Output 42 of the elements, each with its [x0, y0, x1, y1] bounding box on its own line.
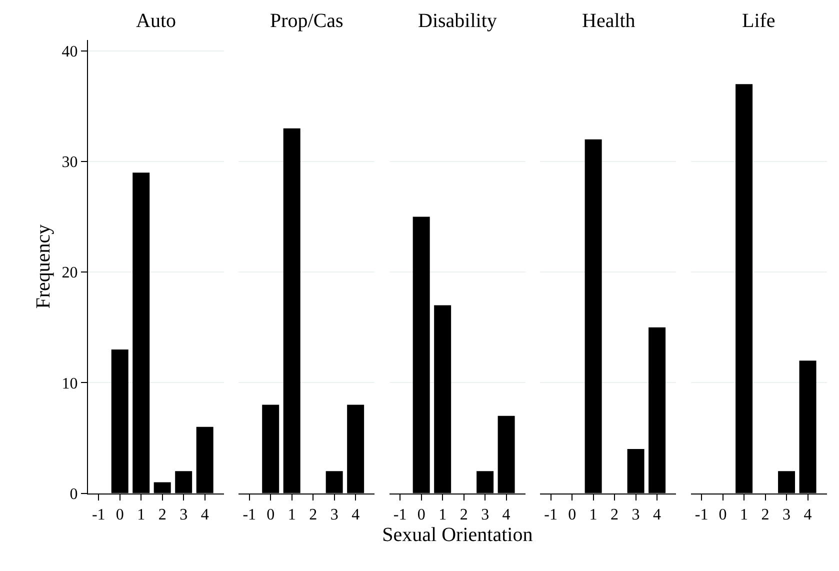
chart-title: Health: [582, 10, 636, 32]
x-tick-label: -1: [393, 506, 407, 524]
y-tick-label: 20: [62, 264, 78, 282]
x-tick-label: 4: [352, 506, 360, 524]
x-tick-label: 3: [330, 506, 338, 524]
x-tick-label: 2: [610, 506, 619, 524]
x-tick-label: -1: [92, 506, 106, 524]
chart-title: Life: [742, 10, 776, 32]
x-tick-label: 3: [481, 506, 490, 524]
y-tick-label: 0: [70, 486, 78, 503]
y-tick-label: 30: [62, 154, 78, 172]
x-tick-label: 1: [137, 506, 146, 524]
x-tick-label: 3: [632, 506, 640, 524]
x-tick-label: 1: [589, 506, 598, 524]
y-axis-title: Frequency: [32, 224, 54, 309]
x-tick-label: 0: [718, 506, 727, 524]
x-tick-label: 0: [266, 506, 275, 524]
x-tick-label: 4: [804, 506, 812, 524]
chart-title: Auto: [136, 10, 176, 32]
chart-title: Disability: [418, 10, 497, 32]
x-tick-label: 1: [740, 506, 748, 524]
y-tick-label: 40: [62, 44, 78, 61]
x-tick-label: -1: [242, 506, 256, 524]
x-tick-label: 4: [653, 506, 662, 524]
y-tick-label: 10: [62, 375, 78, 392]
x-tick-label: 2: [761, 506, 770, 524]
x-tick-label: 2: [309, 506, 318, 524]
x-tick-label: 2: [460, 506, 468, 524]
x-tick-label: 2: [158, 506, 166, 524]
x-axis-title: Sexual Orientation: [382, 524, 533, 546]
x-tick-label: -1: [694, 506, 708, 524]
x-tick-label: 1: [438, 506, 447, 524]
x-tick-label: 4: [502, 506, 510, 524]
x-tick-label: 1: [288, 506, 296, 524]
x-tick-label: -1: [544, 506, 558, 524]
x-tick-label: 0: [116, 506, 124, 524]
x-tick-label: 3: [782, 506, 791, 524]
x-tick-label: 3: [180, 506, 188, 524]
x-tick-label: 0: [568, 506, 576, 524]
chart-title: Prop/Cas: [270, 10, 344, 32]
x-tick-label: 4: [200, 506, 209, 524]
x-tick-label: 0: [417, 506, 426, 524]
